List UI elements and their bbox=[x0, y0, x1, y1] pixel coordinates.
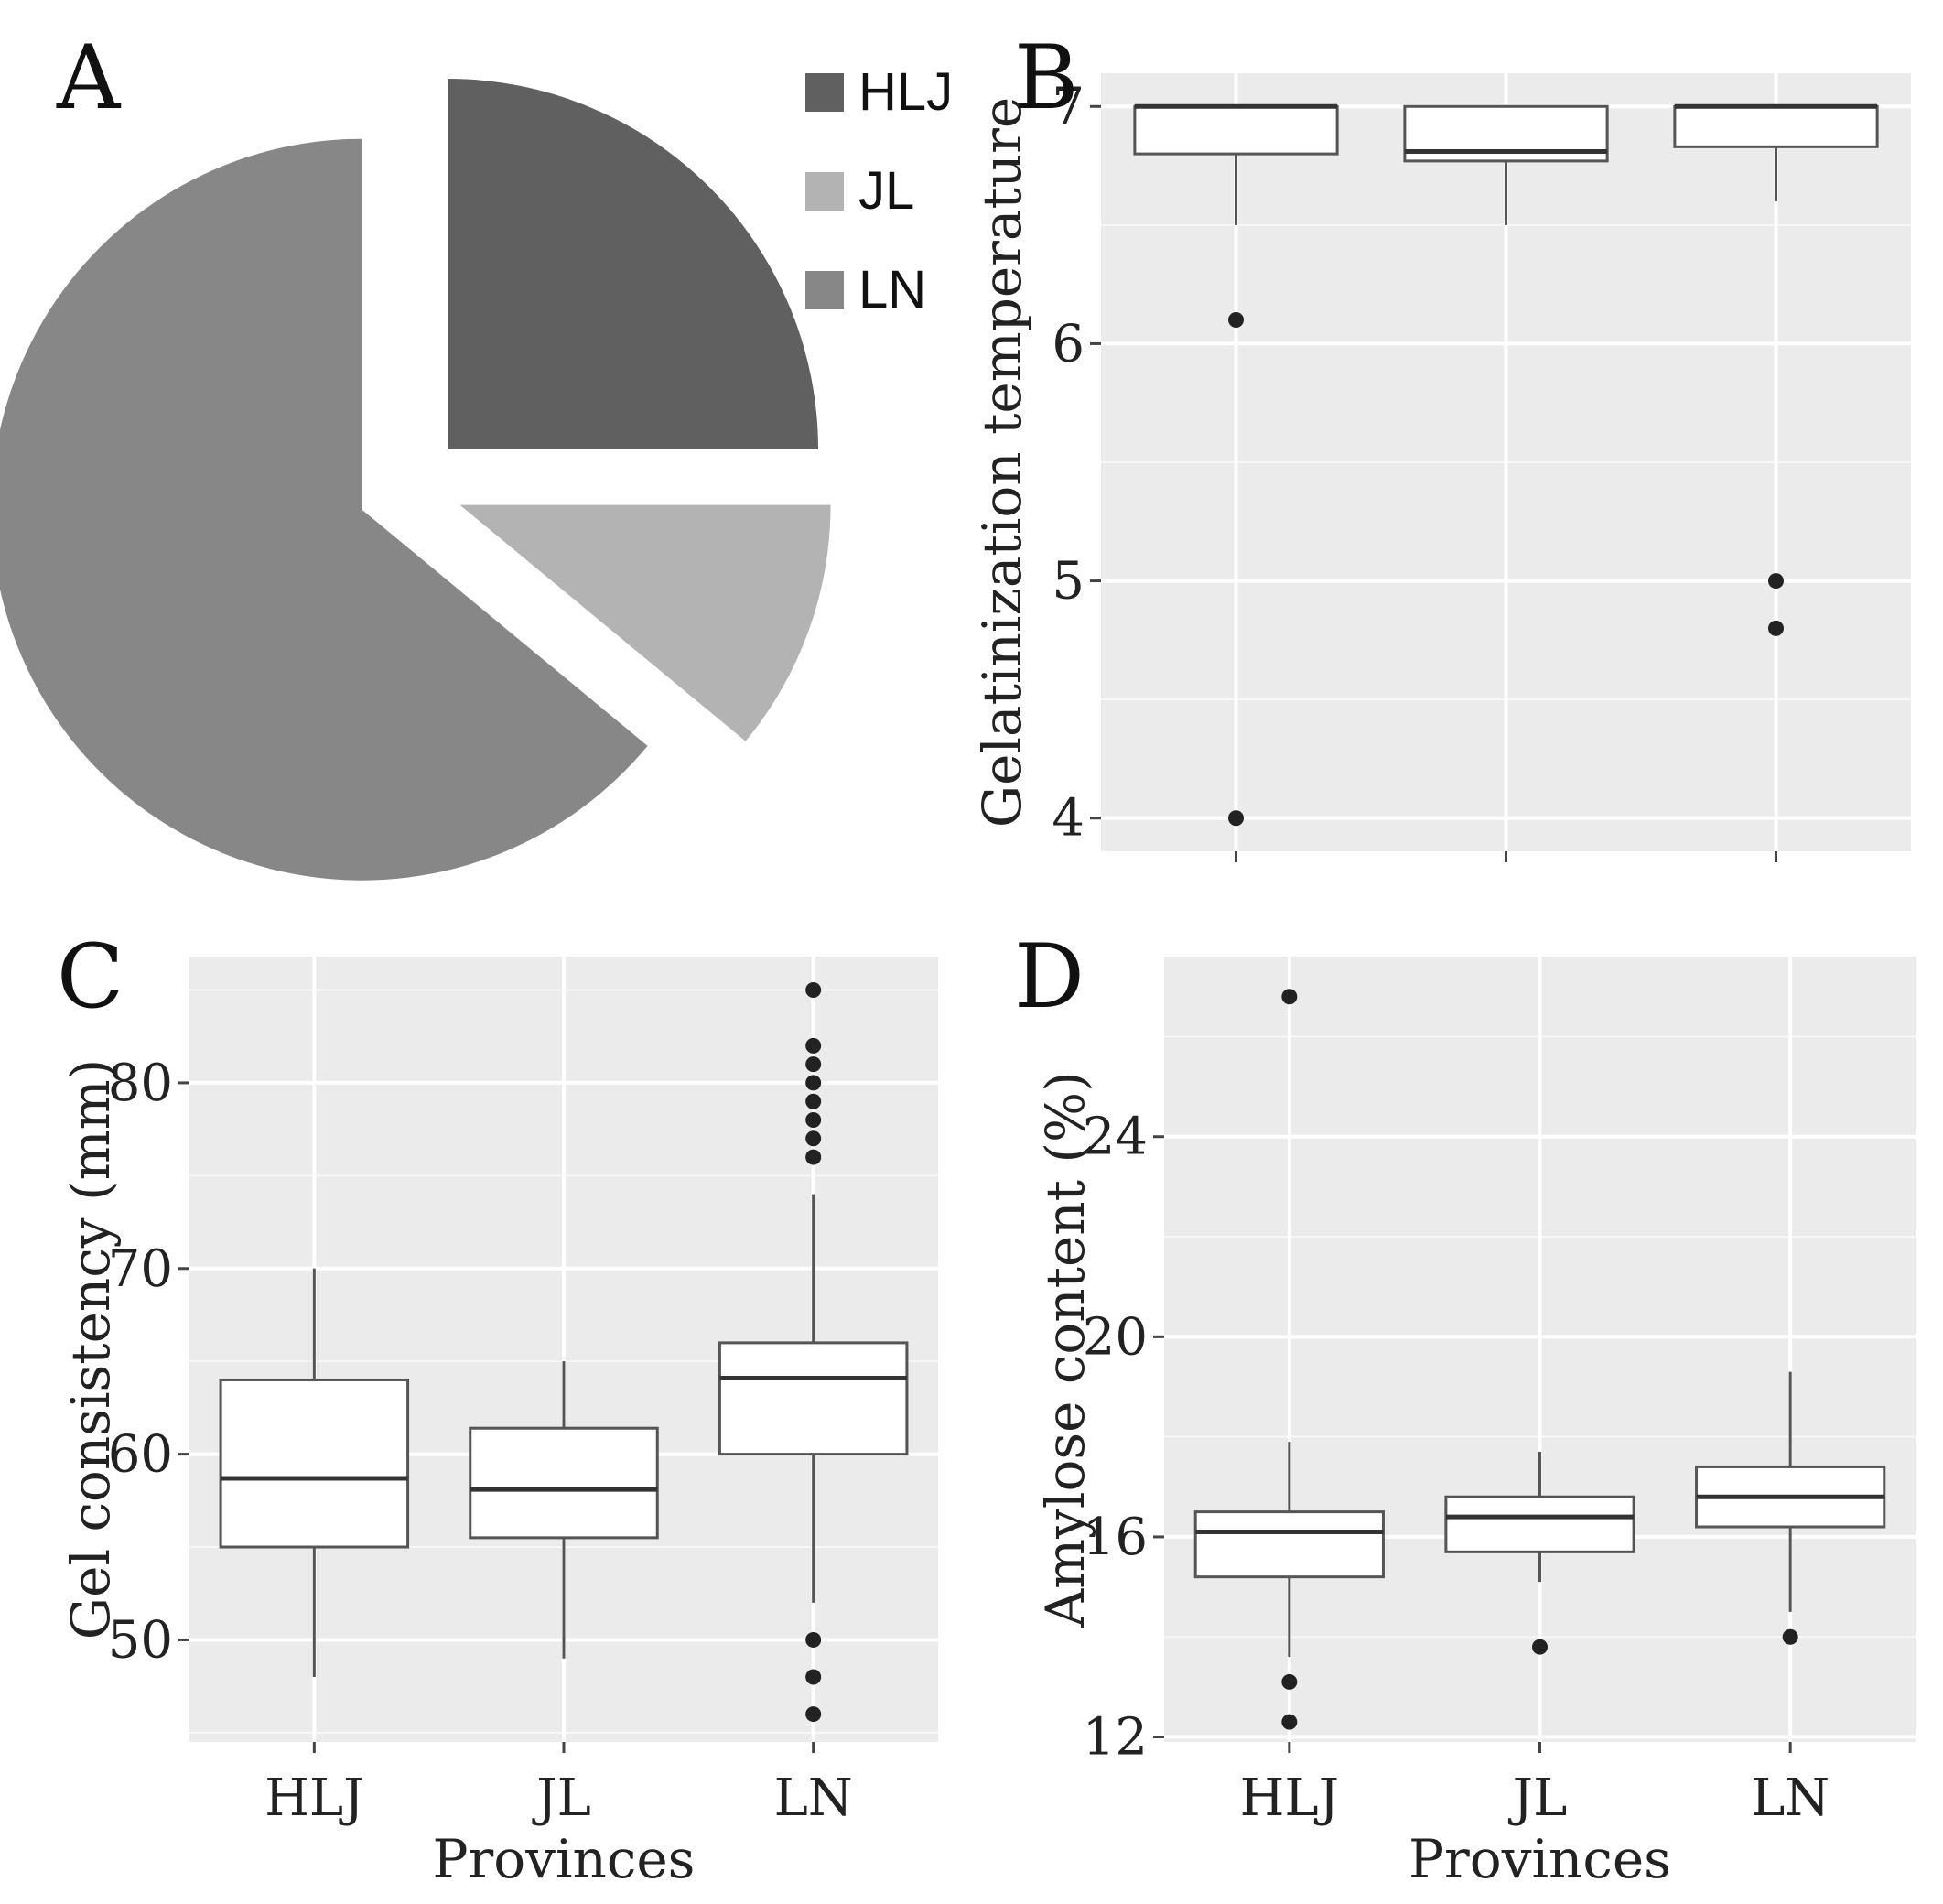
box-ln-outlier bbox=[1768, 573, 1784, 590]
pie-legend: HLJ JL LN bbox=[805, 62, 953, 319]
legend-label-hlj: HLJ bbox=[858, 62, 953, 122]
pie-slice-ln bbox=[0, 138, 648, 881]
box-hlj-outlier bbox=[1228, 312, 1244, 329]
box-hlj bbox=[1193, 1510, 1385, 1579]
panel-b-y-tick-label: 5 bbox=[1052, 552, 1085, 611]
panel-c-y-tick-label: 80 bbox=[108, 1054, 173, 1113]
box-ln-outlier bbox=[805, 1075, 822, 1091]
box-ln-outlier bbox=[805, 1706, 822, 1723]
panel-b-y-axis-title: Gelatinization temperature bbox=[971, 97, 1033, 828]
panel-d-y-tick-label: 12 bbox=[1083, 1708, 1148, 1768]
box-jl bbox=[1444, 1495, 1635, 1553]
legend-swatch-hlj bbox=[805, 73, 844, 112]
box-ln-outlier bbox=[1782, 1628, 1798, 1645]
pie-slice-hlj bbox=[448, 78, 819, 449]
panel-c-gel-consistency-boxplot: 50 60 70 80 HLJ JL LN Gel consistency (mm) Provi… bbox=[57, 925, 938, 1890]
panel-d-y-tick-label: 16 bbox=[1083, 1508, 1148, 1567]
box-hlj-outlier bbox=[1228, 810, 1244, 827]
box-ln-outlier bbox=[805, 1130, 822, 1147]
box-ln bbox=[1673, 104, 1879, 148]
box-hlj-outlier bbox=[1281, 1673, 1298, 1690]
box-ln-outlier bbox=[805, 1631, 822, 1648]
panel-c-x-axis-title: Provinces bbox=[433, 1828, 696, 1890]
panel-c-x-tick-label-jl: JL bbox=[532, 1769, 591, 1828]
panel-b-y-tick-label: 6 bbox=[1052, 314, 1085, 373]
box-ln-outlier bbox=[805, 1149, 822, 1165]
legend-swatch-jl bbox=[805, 172, 844, 211]
box-ln-outlier bbox=[805, 1093, 822, 1109]
pie-slices bbox=[0, 78, 831, 881]
panel-d-amylose-boxplot: 12 16 20 24 HLJ JL LN Amylose content (%) Provin… bbox=[1014, 925, 1916, 1890]
panel-d-y-axis-title: Amylose content (%) bbox=[1034, 1071, 1096, 1628]
box-jl-outlier bbox=[1532, 1639, 1548, 1655]
panel-c-y-tick-label: 70 bbox=[108, 1239, 173, 1299]
panel-d-y-tick-label: 24 bbox=[1083, 1108, 1148, 1167]
panel-c-x-tick-label-hlj: HLJ bbox=[264, 1769, 363, 1828]
box-ln-outlier bbox=[805, 1111, 822, 1128]
legend-swatch-ln bbox=[805, 271, 844, 309]
box-ln-outlier bbox=[805, 982, 822, 999]
box-ln-outlier bbox=[805, 1056, 822, 1073]
box-ln-outlier bbox=[805, 1669, 822, 1685]
panel-c-y-tick-label: 60 bbox=[108, 1425, 173, 1485]
panel-d-x-tick-label-jl: JL bbox=[1508, 1769, 1568, 1828]
panel-letter-b: B bbox=[1014, 27, 1079, 129]
box-jl bbox=[469, 1426, 659, 1540]
box-hlj-outlier bbox=[1281, 1714, 1298, 1730]
box-hlj bbox=[219, 1378, 410, 1549]
legend-label-ln: LN bbox=[858, 260, 926, 319]
box-hlj bbox=[1133, 104, 1339, 156]
panel-letter-a: A bbox=[56, 27, 122, 129]
panel-letter-c: C bbox=[57, 925, 124, 1028]
panel-c-y-axis-title: Gel consistency (mm) bbox=[59, 1059, 122, 1639]
panel-d-x-tick-label-hlj: HLJ bbox=[1240, 1769, 1339, 1828]
box-ln-outlier bbox=[805, 1037, 822, 1054]
panel-c-x-tick-label-ln: LN bbox=[774, 1769, 853, 1828]
box-hlj-outlier bbox=[1281, 989, 1298, 1005]
panel-d-x-axis-title: Provinces bbox=[1409, 1828, 1671, 1890]
panel-c-y-tick-label: 50 bbox=[108, 1610, 173, 1670]
legend-label-jl: JL bbox=[858, 161, 914, 221]
panel-d-x-tick-label-ln: LN bbox=[1751, 1769, 1830, 1828]
panel-b-y-tick-label: 7 bbox=[1052, 77, 1085, 136]
pie-slice-jl bbox=[459, 504, 831, 741]
panel-d-y-tick-label: 20 bbox=[1083, 1307, 1148, 1367]
panel-a-pie: HLJ JL LN A bbox=[0, 27, 953, 881]
panel-letter-d: D bbox=[1014, 925, 1085, 1028]
panel-b-y-tick-label: 4 bbox=[1052, 789, 1085, 849]
box-ln-outlier bbox=[1768, 620, 1784, 636]
box-ln bbox=[718, 1341, 909, 1456]
